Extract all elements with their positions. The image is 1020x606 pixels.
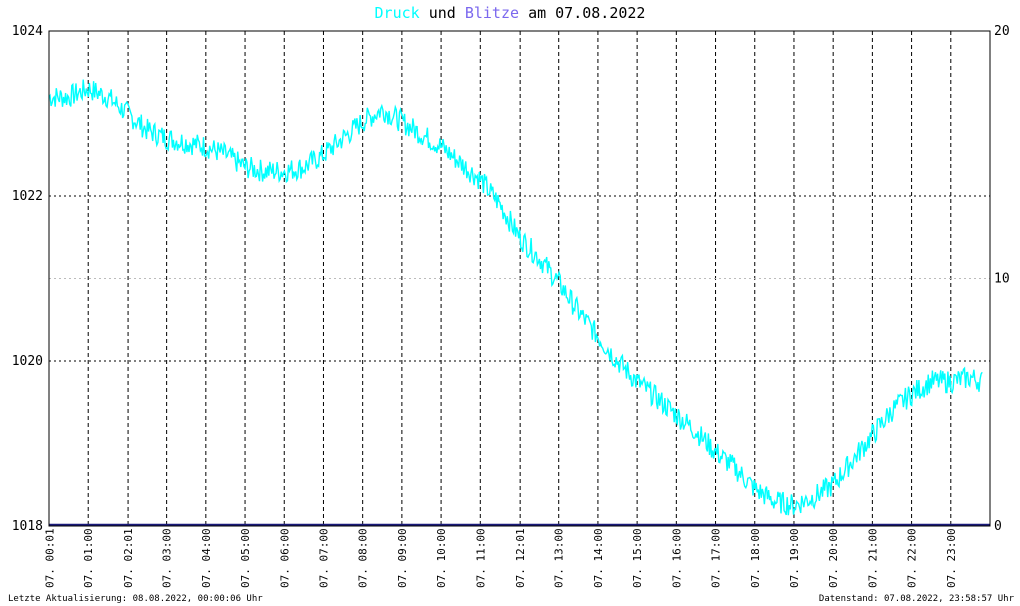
y-left-tick-label: 1024	[12, 24, 43, 39]
x-tick-label: 07. 15:00	[631, 528, 644, 588]
x-tick-label: 07. 12:01	[514, 528, 527, 588]
y-left-tick-label: 1018	[12, 519, 43, 534]
x-tick-label: 07. 23:00	[945, 528, 958, 588]
x-tick-label: 07. 14:00	[592, 528, 605, 588]
x-tick-label: 07. 06:00	[278, 528, 291, 588]
x-tick-label: 07. 21:00	[866, 528, 879, 588]
y-right-tick-label: 10	[994, 272, 1010, 287]
x-tick-label: 07. 10:00	[435, 528, 448, 588]
series-druck-line	[48, 79, 983, 516]
footer-last-update: Letzte Aktualisierung: 08.08.2022, 00:00…	[8, 594, 263, 604]
x-tick-label: 07. 03:00	[161, 528, 174, 588]
y-left-tick-label: 1020	[12, 354, 43, 369]
title-connector: und	[428, 4, 456, 22]
x-tick-label: 07. 09:00	[396, 528, 409, 588]
x-tick-label: 07. 22:00	[906, 528, 919, 588]
x-tick-label: 07. 11:00	[474, 528, 487, 588]
grid	[49, 31, 990, 526]
title-druck: Druck	[374, 4, 420, 22]
x-tick-label: 07. 00:01	[44, 528, 57, 588]
x-tick-label: 07. 16:00	[670, 528, 683, 588]
x-tick-label: 07. 19:00	[788, 528, 801, 588]
y-left-tick-label: 1022	[12, 189, 43, 204]
x-tick-label: 07. 13:00	[553, 528, 566, 588]
x-tick-label: 07. 02:01	[122, 528, 135, 588]
x-tick-label: 07. 18:00	[749, 528, 762, 588]
footer-data-state: Datenstand: 07.08.2022, 23:58:57 Uhr	[818, 594, 1014, 604]
x-tick-label: 07. 17:00	[710, 528, 723, 588]
x-tick-label: 07. 01:00	[82, 528, 95, 588]
x-tick-label: 07. 05:00	[239, 528, 252, 588]
chart-title: Druck und Blitze am 07.08.2022	[0, 4, 1020, 22]
series-layer	[48, 79, 990, 527]
title-suffix: am 07.08.2022	[528, 4, 646, 22]
x-tick-label: 07. 07:00	[317, 528, 330, 588]
y-right-tick-label: 20	[994, 24, 1010, 39]
x-tick-label: 07. 20:00	[827, 528, 840, 588]
title-blitze: Blitze	[464, 4, 520, 22]
plot-border	[48, 30, 991, 527]
y-right-tick-label: 0	[994, 519, 1002, 534]
x-tick-label: 07. 08:00	[357, 528, 370, 588]
x-tick-label: 07. 04:00	[200, 528, 213, 588]
